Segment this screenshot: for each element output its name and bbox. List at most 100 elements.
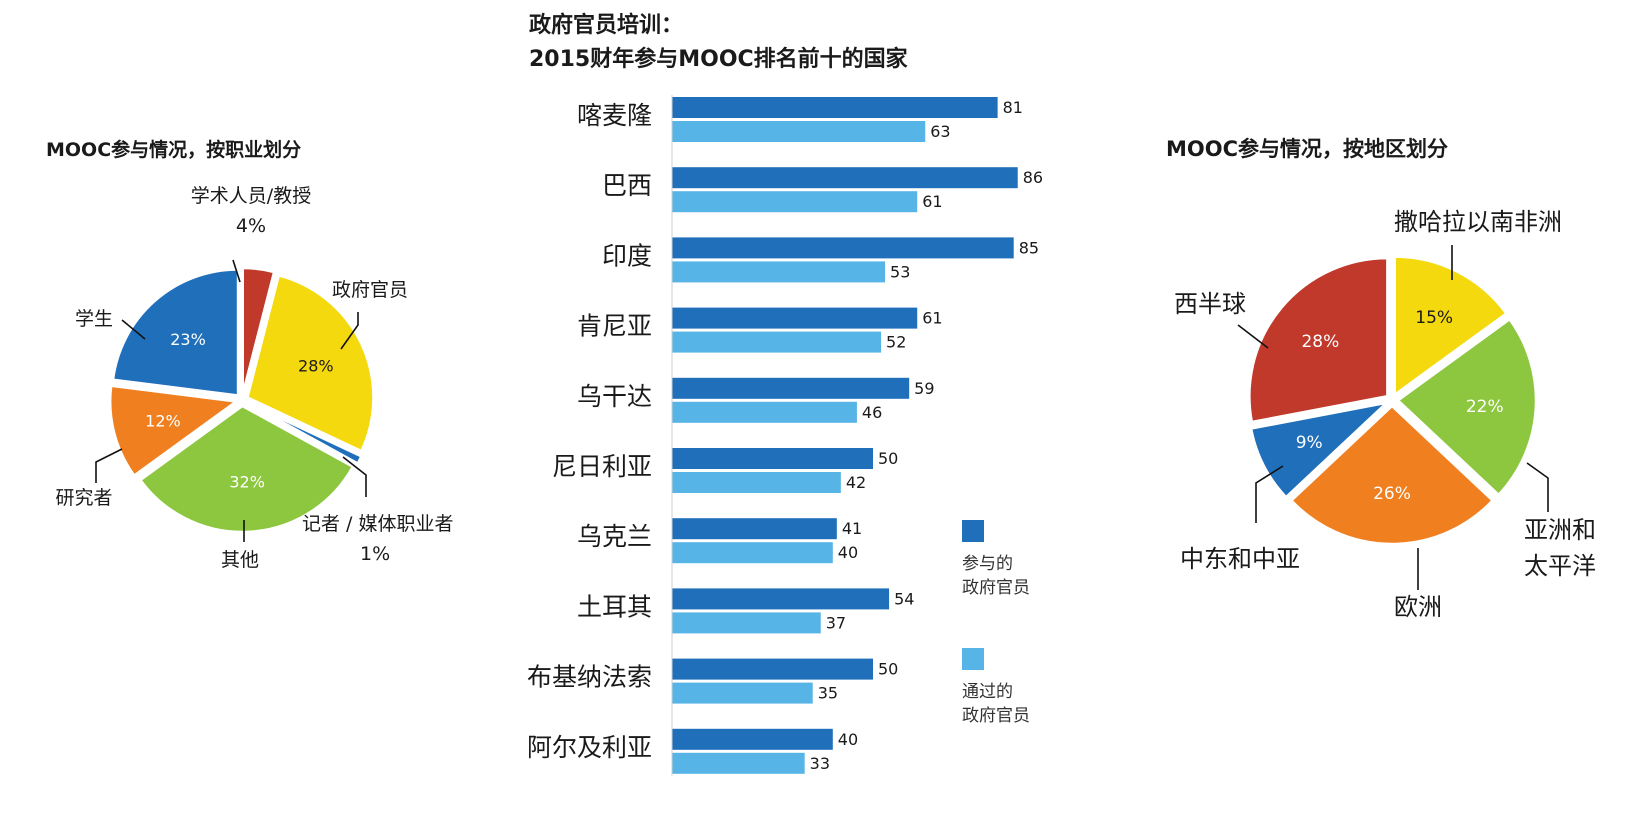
slice-category-label: 研究者	[55, 487, 112, 509]
bar-value-label: 40	[838, 543, 858, 562]
leader-line	[95, 448, 123, 483]
category-label: 印度	[602, 241, 652, 270]
bar-participating	[672, 167, 1018, 189]
bar-participating	[672, 658, 873, 680]
legend-swatch-participating	[962, 520, 984, 542]
bar-passed	[672, 401, 857, 423]
leader-line	[342, 456, 367, 497]
slice-category-label: 西半球	[1174, 290, 1246, 318]
bar-value-label: 52	[886, 333, 906, 352]
leader-line	[1237, 324, 1269, 349]
bar-passed	[672, 612, 821, 634]
bar-passed	[672, 542, 833, 564]
slice-percent-label: 1%	[360, 543, 390, 565]
slice-category-label: 中东和中亚	[1180, 545, 1300, 573]
bar-passed	[672, 682, 813, 704]
category-label: 巴西	[602, 171, 652, 200]
bar-participating	[672, 518, 837, 540]
bar-value-label: 35	[818, 684, 838, 703]
slice-1	[245, 273, 375, 453]
legend-label: 政府官员	[962, 578, 1030, 598]
bar-value-label: 33	[810, 754, 830, 773]
bar-value-label: 59	[914, 379, 934, 398]
legend-label: 通过的	[962, 682, 1013, 702]
slice-percent-label: 26%	[1373, 484, 1411, 504]
slice-4	[108, 384, 240, 478]
legend-label: 参与的	[962, 554, 1013, 574]
legend-swatch-passed	[962, 648, 984, 670]
bar-value-label: 86	[1023, 168, 1043, 187]
bar-value-label: 63	[930, 122, 950, 141]
slice-3	[138, 404, 355, 534]
slice-percent-label: 15%	[1415, 308, 1453, 328]
leader-line	[232, 259, 241, 283]
slice-percent-label: 23%	[170, 330, 206, 349]
category-label: 乌克兰	[577, 522, 652, 551]
category-label: 布基纳法索	[527, 663, 652, 692]
category-label: 阿尔及利亚	[527, 733, 652, 762]
bar-passed	[672, 331, 882, 353]
bar-value-label: 37	[826, 613, 846, 632]
occupation-pie-title: MOOC参与情况，按职业划分	[46, 138, 301, 161]
bar-passed	[672, 191, 918, 213]
slice-percent-label: 22%	[1466, 397, 1504, 417]
bar-value-label: 61	[922, 192, 942, 211]
slice-percent-label: 12%	[145, 411, 181, 430]
bar-value-label: 61	[922, 309, 942, 328]
bar-value-label: 42	[846, 473, 866, 492]
slice-4	[1248, 256, 1389, 424]
bar-participating	[672, 448, 873, 469]
bar-value-label: 54	[894, 589, 914, 608]
slice-category-label: 欧洲	[1394, 593, 1442, 621]
leader-line	[1255, 465, 1284, 523]
slice-category-label: 撒哈拉以南非洲	[1394, 208, 1562, 236]
category-label: 肯尼亚	[577, 312, 652, 341]
region-pie-title: MOOC参与情况，按地区划分	[1166, 137, 1448, 161]
slice-category-label: 其他	[221, 549, 259, 571]
slice-category-label: 政府官员	[332, 279, 408, 301]
bar-value-label: 81	[1003, 98, 1023, 117]
slice-category-label: 记者 / 媒体职业者	[302, 513, 453, 535]
slice-0	[241, 266, 276, 395]
leader-line	[340, 312, 359, 350]
bar-value-label: 50	[878, 660, 898, 679]
slice-5	[111, 268, 240, 397]
category-label: 喀麦隆	[577, 101, 652, 130]
category-label: 乌干达	[577, 382, 652, 411]
bar-value-label: 41	[842, 519, 862, 538]
leader-line	[121, 319, 146, 340]
bar-value-label: 53	[890, 262, 910, 281]
bar-value-label: 46	[862, 403, 882, 422]
slice-percent-label: 9%	[1296, 433, 1323, 453]
slice-percent-label: 28%	[298, 356, 334, 375]
bar-participating	[672, 728, 833, 750]
slice-percent-label: 4%	[236, 215, 266, 237]
legend-label: 政府官员	[962, 706, 1030, 726]
bar-participating	[672, 307, 918, 329]
bar-chart-title-line2: 2015财年参与MOOC排名前十的国家	[529, 46, 909, 72]
slice-category-label: 太平洋	[1524, 552, 1596, 580]
slice-percent-label: 32%	[229, 472, 265, 491]
country-bar-chart: 喀麦隆 81 63 巴西 86 61 印度 85 53 肯尼亚 61 52 乌干达 59 46 尼日利亚 50 4…	[527, 95, 1043, 776]
slice-2	[246, 401, 364, 466]
slice-category-label: 学生	[75, 308, 113, 330]
category-label: 尼日利亚	[552, 452, 652, 481]
bar-value-label: 40	[838, 730, 858, 749]
bar-passed	[672, 752, 805, 774]
slice-2	[1289, 404, 1495, 546]
leader-line	[1526, 462, 1549, 512]
bar-value-label: 50	[878, 449, 898, 468]
slice-3	[1249, 400, 1391, 499]
slice-category-label: 亚洲和	[1524, 516, 1596, 544]
bar-value-label: 85	[1019, 238, 1039, 257]
slice-1	[1396, 317, 1538, 497]
category-label: 土耳其	[577, 592, 652, 621]
bar-passed	[672, 261, 886, 283]
bar-passed	[672, 472, 841, 493]
bar-participating	[672, 237, 1014, 259]
slice-category-label: 学术人员/教授	[191, 185, 311, 207]
